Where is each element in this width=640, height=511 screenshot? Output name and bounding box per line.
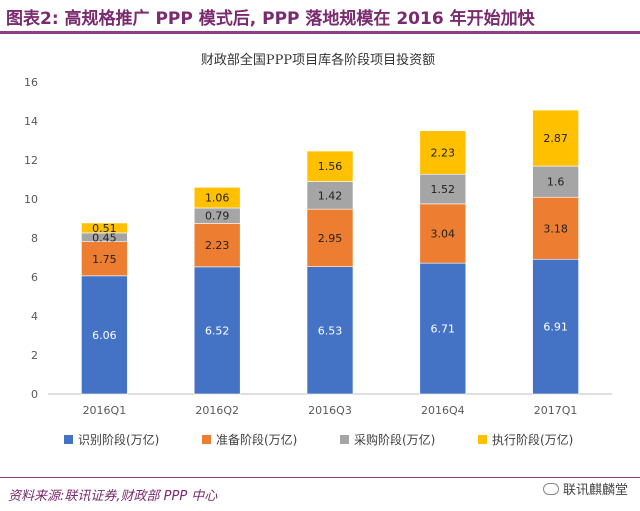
- bar-segment: [419, 203, 467, 264]
- bar-segment: [532, 109, 579, 167]
- legend-label: 准备阶段(万亿): [216, 432, 297, 447]
- bar-segment: [306, 208, 354, 267]
- bar-segment: [419, 130, 467, 175]
- y-tick-label: 2: [31, 349, 38, 362]
- y-tick-label: 14: [24, 115, 38, 128]
- legend-label: 执行阶段(万亿): [492, 432, 573, 447]
- data-label: 6.53: [318, 324, 343, 337]
- brand-name: 联讯麒麟堂: [562, 483, 628, 498]
- footer-divider: [0, 477, 640, 478]
- bar-segment: [306, 150, 354, 182]
- legend-swatch: [64, 435, 73, 444]
- data-label: 0.79: [205, 210, 230, 223]
- stacked-bar-chart: 财政部全国PPP项目库各阶段项目投资额 0 2 4 6 8 10 12 14 16 2016Q1 2…: [24, 52, 612, 447]
- data-label: 1.52: [431, 183, 456, 196]
- data-label: 0.45: [92, 231, 117, 244]
- x-tick-label: 2016Q4: [421, 404, 465, 417]
- legend: 识别阶段(万亿) 准备阶段(万亿) 采购阶段(万亿) 执行阶段(万亿): [64, 432, 573, 447]
- y-tick-label: 6: [31, 271, 38, 284]
- legend-label: 识别阶段(万亿): [78, 432, 159, 447]
- x-tick-label: 2017Q1: [534, 404, 578, 417]
- data-label: 1.56: [318, 160, 343, 173]
- y-tick-label: 12: [24, 154, 38, 167]
- data-label: 3.04: [431, 228, 456, 241]
- data-label: 6.71: [431, 323, 456, 336]
- legend-swatch: [340, 435, 349, 444]
- bar-segment: [81, 222, 128, 234]
- data-label: 1.06: [205, 192, 230, 205]
- bar-segment: [306, 181, 354, 210]
- brand-watermark: 联讯麒麟堂: [542, 479, 628, 498]
- bar-segment: [193, 187, 241, 209]
- data-label: 6.06: [92, 329, 117, 342]
- bar-segment: [532, 258, 579, 395]
- axis-layer: 0 2 4 6 8 10 12 14 16 2016Q1 2016Q2 2016Q3 2016Q4 201…: [24, 76, 612, 417]
- header-divider: [0, 31, 640, 34]
- x-tick-label: 2016Q2: [195, 404, 239, 417]
- source-note: 资料来源:联讯证券,财政部 PPP 中心: [8, 489, 218, 504]
- wechat-icon: [542, 482, 559, 495]
- y-tick-label: 4: [31, 310, 38, 323]
- report-header: 图表2: 高规格推广 PPP 模式后, PPP 落地规模在 2016 年开始加快: [0, 0, 640, 34]
- data-label: 2.23: [431, 146, 456, 159]
- figure-title: 图表2: 高规格推广 PPP 模式后, PPP 落地规模在 2016 年开始加快: [6, 9, 535, 29]
- chart-title: 财政部全国PPP项目库各阶段项目投资额: [201, 52, 435, 68]
- data-label: 6.52: [205, 324, 230, 337]
- y-tick-label: 0: [31, 388, 38, 401]
- x-tick-label: 2016Q1: [83, 404, 127, 417]
- legend-swatch: [478, 435, 487, 444]
- legend-label: 采购阶段(万亿): [354, 432, 435, 447]
- data-label: 1.75: [92, 253, 117, 266]
- legend-swatch: [202, 435, 211, 444]
- bar-segment: [419, 262, 467, 395]
- data-label: 1.6: [547, 176, 565, 189]
- x-tick-label: 2016Q3: [308, 404, 352, 417]
- y-tick-label: 8: [31, 232, 38, 245]
- bar-segment: [193, 266, 241, 395]
- data-label: 2.87: [543, 132, 568, 145]
- bar-segment: [419, 173, 467, 205]
- bars-layer: 6.06 1.75 0.450.51 6.52 2.23 0.79 1.06 6.53 2.95…: [81, 109, 579, 395]
- data-label: 3.18: [543, 222, 568, 235]
- data-label: 6.91: [543, 321, 568, 334]
- data-label: 2.95: [318, 232, 343, 245]
- bar-segment: [532, 196, 579, 260]
- data-label: 1.42: [318, 189, 343, 202]
- bar-segment: [193, 223, 241, 268]
- y-tick-label: 16: [24, 76, 38, 89]
- data-label: 0.51: [92, 222, 117, 235]
- data-label: 2.23: [205, 239, 230, 252]
- bar-segment: [306, 266, 354, 395]
- y-tick-label: 10: [24, 193, 38, 206]
